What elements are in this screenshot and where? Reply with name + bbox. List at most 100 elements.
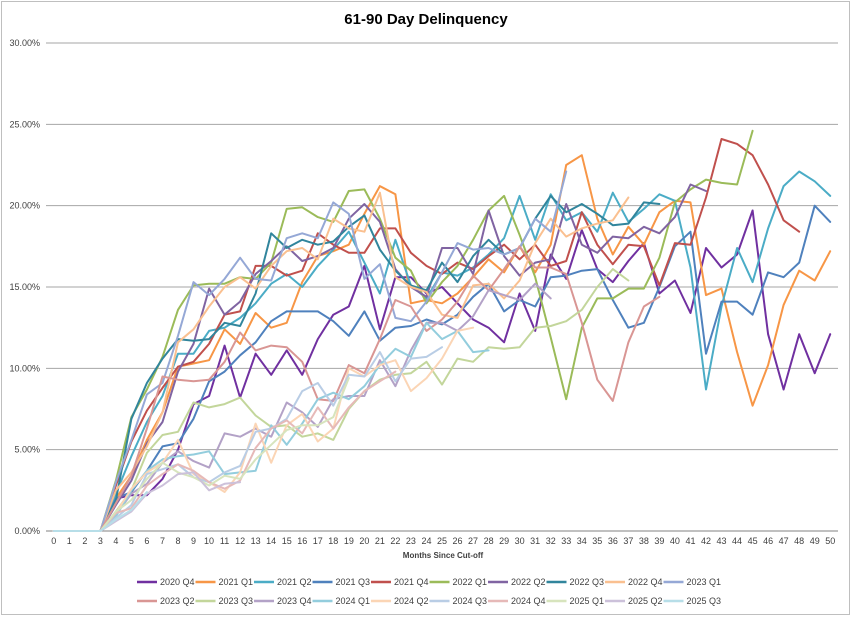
x-tick-label: 16 xyxy=(297,536,307,546)
y-tick-label: 25.00% xyxy=(9,119,40,129)
x-tick-label: 0 xyxy=(51,536,56,546)
y-axis-ticks: 0.00% 5.00% 10.00% 15.00% 20.00% 25.00% 30.00% xyxy=(9,38,40,536)
series-line-2023-q1 xyxy=(52,170,568,532)
x-tick-label: 46 xyxy=(763,536,773,546)
x-axis-label: Months Since Cut-off xyxy=(403,551,484,560)
x-tick-label: 18 xyxy=(328,536,338,546)
x-tick-label: 49 xyxy=(810,536,820,546)
series-line-2020-q4 xyxy=(52,209,832,532)
x-tick-label: 32 xyxy=(546,536,556,546)
x-tick-label: 14 xyxy=(266,536,276,546)
x-tick-label: 3 xyxy=(98,536,103,546)
x-tick-label: 1 xyxy=(67,536,72,546)
x-tick-label: 44 xyxy=(732,536,742,546)
legend-label: 2021 Q3 xyxy=(336,577,371,587)
legend-item: 2024 Q3 xyxy=(429,596,488,606)
series-line-2021-q4 xyxy=(52,138,801,532)
legend-item: 2021 Q3 xyxy=(312,577,371,587)
series-line-2025-q3 xyxy=(52,491,148,532)
series-lines xyxy=(52,129,832,532)
x-tick-label: 42 xyxy=(701,536,711,546)
legend-item: 2022 Q3 xyxy=(546,577,605,587)
x-tick-label: 5 xyxy=(129,536,134,546)
x-tick-label: 11 xyxy=(220,536,229,546)
series-line-2021-q3 xyxy=(52,204,832,532)
x-tick-label: 7 xyxy=(160,536,165,546)
legend-item: 2023 Q4 xyxy=(254,596,312,606)
legend-label: 2023 Q4 xyxy=(277,596,312,606)
x-tick-label: 10 xyxy=(204,536,214,546)
legend-item: 2021 Q4 xyxy=(371,577,429,587)
series-line-2024-q2 xyxy=(52,326,475,532)
legend-item: 2024 Q4 xyxy=(488,596,546,606)
y-tick-label: 15.00% xyxy=(9,282,40,292)
series-line-2023-q2 xyxy=(52,245,661,532)
legend-label: 2021 Q2 xyxy=(277,577,312,587)
legend-item: 2024 Q1 xyxy=(312,596,370,606)
x-tick-label: 6 xyxy=(144,536,149,546)
legend-label: 2024 Q3 xyxy=(453,596,488,606)
y-tick-label: 20.00% xyxy=(9,201,40,211)
legend-item: 2022 Q4 xyxy=(605,577,663,587)
legend-label: 2023 Q2 xyxy=(160,596,195,606)
x-tick-label: 19 xyxy=(344,536,354,546)
x-tick-label: 8 xyxy=(175,536,180,546)
y-tick-label: 30.00% xyxy=(9,38,40,48)
x-tick-label: 24 xyxy=(421,536,431,546)
legend-label: 2025 Q1 xyxy=(570,596,605,606)
legend-item: 2025 Q3 xyxy=(663,596,722,606)
legend-label: 2022 Q3 xyxy=(570,577,605,587)
x-tick-label: 2 xyxy=(82,536,87,546)
x-tick-label: 38 xyxy=(639,536,649,546)
legend-label: 2025 Q3 xyxy=(687,596,722,606)
x-tick-label: 48 xyxy=(794,536,804,546)
series-line-2024-q3 xyxy=(52,346,443,532)
x-tick-label: 33 xyxy=(561,536,571,546)
legend-label: 2023 Q3 xyxy=(219,596,254,606)
x-tick-label: 20 xyxy=(359,536,369,546)
series-line-2024-q4 xyxy=(52,370,397,532)
series-line-2023-q4 xyxy=(52,282,552,532)
legend-item: 2021 Q1 xyxy=(195,577,254,587)
y-tick-label: 0.00% xyxy=(14,526,40,536)
y-tick-label: 5.00% xyxy=(14,445,40,455)
x-tick-label: 9 xyxy=(191,536,196,546)
x-tick-label: 50 xyxy=(825,536,835,546)
series-line-2022-q1 xyxy=(52,129,754,532)
legend-item: 2025 Q2 xyxy=(605,596,663,606)
legend-item: 2023 Q3 xyxy=(195,596,254,606)
series-line-2022-q2 xyxy=(52,183,707,532)
legend: 2020 Q4 2021 Q1 2021 Q2 2021 Q3 2021 Q4 2022 … xyxy=(137,577,721,606)
x-tick-label: 28 xyxy=(484,536,494,546)
x-tick-label: 4 xyxy=(113,536,118,546)
x-tick-label: 22 xyxy=(390,536,400,546)
x-axis-ticks: 0 1 2 3 4 5 6 7 8 9 10 11 12 13 14 15 16 17 18 19 20 21 22 23 24… xyxy=(51,536,835,546)
x-tick-label: 31 xyxy=(530,536,540,546)
x-tick-label: 40 xyxy=(670,536,680,546)
series-line-2023-q3 xyxy=(52,268,630,532)
x-tick-label: 13 xyxy=(251,536,261,546)
x-tick-label: 21 xyxy=(375,536,385,546)
legend-item: 2021 Q2 xyxy=(254,577,312,587)
legend-label: 2021 Q1 xyxy=(219,577,254,587)
legend-label: 2024 Q2 xyxy=(394,596,429,606)
legend-label: 2021 Q4 xyxy=(394,577,429,587)
legend-label: 2023 Q1 xyxy=(687,577,722,587)
x-tick-label: 34 xyxy=(577,536,587,546)
legend-label: 2022 Q1 xyxy=(453,577,488,587)
x-tick-label: 17 xyxy=(313,536,323,546)
x-tick-label: 41 xyxy=(685,536,695,546)
chart-title: 61-90 Day Delinquency xyxy=(344,11,508,28)
x-tick-label: 26 xyxy=(453,536,463,546)
legend-label: 2020 Q4 xyxy=(160,577,195,587)
x-tick-label: 35 xyxy=(592,536,602,546)
x-tick-label: 25 xyxy=(437,536,447,546)
legend-label: 2022 Q4 xyxy=(628,577,663,587)
legend-label: 2022 Q2 xyxy=(511,577,546,587)
x-tick-label: 30 xyxy=(515,536,525,546)
x-tick-label: 45 xyxy=(748,536,758,546)
x-tick-label: 43 xyxy=(717,536,727,546)
series-line-2022-q4 xyxy=(52,191,630,532)
legend-label: 2024 Q4 xyxy=(511,596,546,606)
